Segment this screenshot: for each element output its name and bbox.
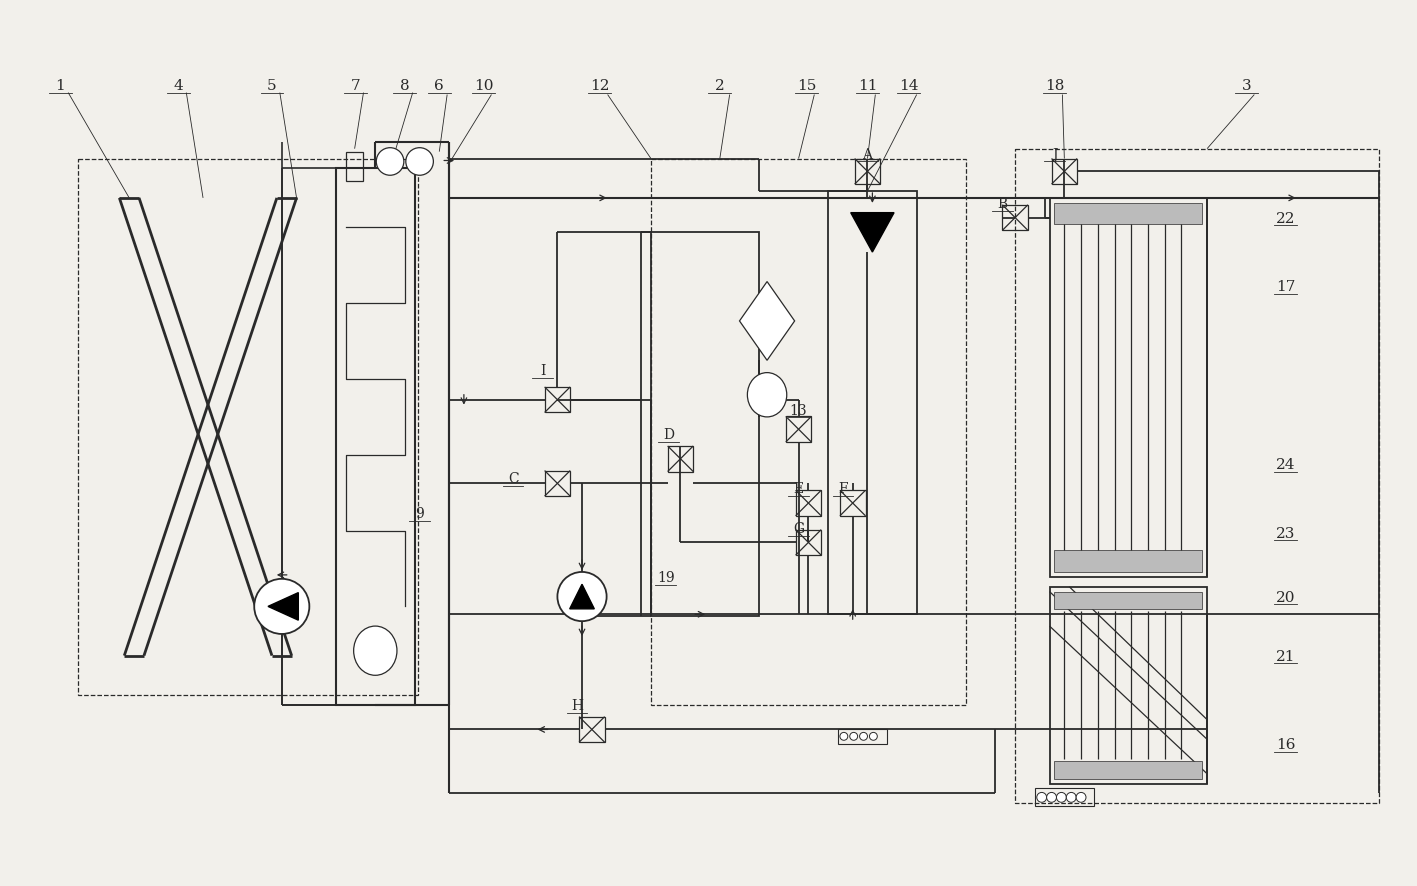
Bar	[837, 729, 887, 744]
Text: 17: 17	[1277, 280, 1295, 294]
Bar	[1054, 551, 1202, 572]
Text: 14: 14	[898, 79, 918, 93]
Text: 15: 15	[796, 79, 816, 93]
Bar	[840, 491, 866, 517]
Text: 10: 10	[473, 79, 493, 93]
Text: D: D	[663, 428, 674, 441]
Circle shape	[850, 733, 857, 741]
Circle shape	[1037, 793, 1047, 803]
Polygon shape	[740, 283, 795, 361]
Text: 23: 23	[1277, 526, 1295, 540]
Bar	[580, 717, 605, 742]
Text: 22: 22	[1277, 212, 1295, 225]
Text: B: B	[998, 197, 1007, 211]
Text: 13: 13	[789, 403, 808, 417]
Text: 2: 2	[716, 79, 724, 93]
Text: F: F	[837, 482, 847, 495]
Polygon shape	[268, 593, 299, 620]
Ellipse shape	[747, 373, 786, 417]
Bar	[795, 491, 822, 517]
Text: 20: 20	[1277, 590, 1295, 604]
Bar	[667, 447, 693, 472]
Circle shape	[377, 149, 404, 176]
Text: G: G	[794, 521, 803, 535]
Text: 24: 24	[1277, 457, 1295, 471]
Text: 8: 8	[400, 79, 410, 93]
Bar	[854, 159, 880, 185]
Circle shape	[870, 733, 877, 741]
Bar	[78, 159, 418, 696]
Bar	[1051, 159, 1077, 185]
Text: 1: 1	[55, 79, 65, 93]
Circle shape	[405, 149, 434, 176]
Text: J: J	[1051, 147, 1057, 161]
Text: 18: 18	[1044, 79, 1064, 93]
Circle shape	[1057, 793, 1067, 803]
Text: 16: 16	[1277, 737, 1295, 751]
Text: 5: 5	[268, 79, 276, 93]
Bar	[544, 471, 570, 496]
Text: C: C	[507, 472, 519, 486]
Circle shape	[557, 572, 606, 621]
Bar	[1002, 206, 1027, 231]
Bar	[650, 233, 760, 617]
Bar	[336, 169, 415, 705]
Text: H: H	[571, 698, 582, 712]
Text: 4: 4	[173, 79, 183, 93]
Bar	[1054, 592, 1202, 610]
Bar	[544, 387, 570, 413]
Text: 21: 21	[1277, 649, 1295, 663]
Circle shape	[254, 579, 309, 634]
Bar	[1015, 150, 1379, 804]
Bar	[1050, 198, 1207, 577]
Bar	[828, 191, 917, 615]
Circle shape	[1076, 793, 1085, 803]
Polygon shape	[570, 585, 594, 610]
Text: 3: 3	[1241, 79, 1251, 93]
Text: 6: 6	[435, 79, 444, 93]
Bar	[786, 417, 812, 442]
Bar	[1054, 761, 1202, 779]
Bar	[1050, 587, 1207, 784]
Bar	[1054, 204, 1202, 225]
Circle shape	[1047, 793, 1057, 803]
Circle shape	[840, 733, 847, 741]
Bar	[650, 159, 966, 705]
Text: A: A	[863, 147, 873, 161]
Text: I: I	[540, 364, 546, 377]
Bar	[795, 530, 822, 556]
Text: 12: 12	[589, 79, 609, 93]
Polygon shape	[850, 214, 894, 253]
Text: E: E	[794, 482, 803, 495]
Circle shape	[860, 733, 867, 741]
Text: 7: 7	[351, 79, 360, 93]
Text: 9: 9	[415, 506, 424, 520]
Bar	[346, 152, 364, 182]
Ellipse shape	[354, 626, 397, 675]
Text: 11: 11	[857, 79, 877, 93]
Circle shape	[1067, 793, 1076, 803]
Text: 19: 19	[657, 571, 674, 584]
Bar	[1034, 789, 1094, 806]
